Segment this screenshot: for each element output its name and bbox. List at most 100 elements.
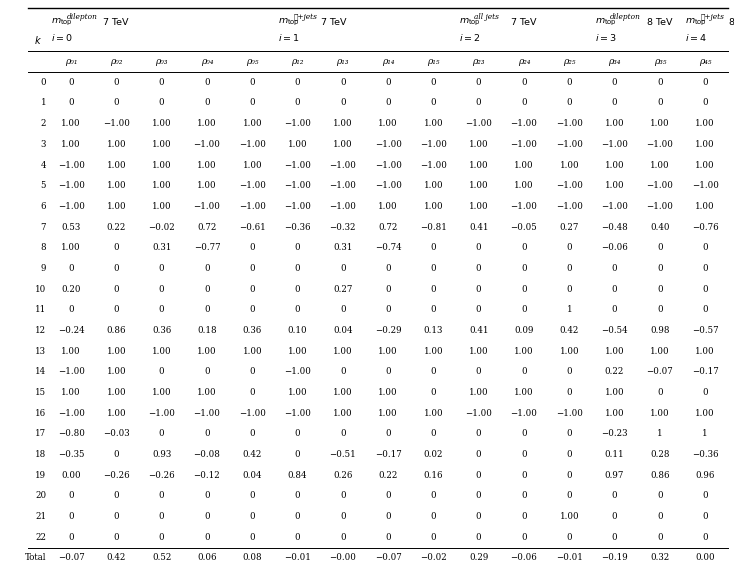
Text: 1.00: 1.00 xyxy=(650,409,669,418)
Text: 0: 0 xyxy=(431,243,436,252)
Text: −0.03: −0.03 xyxy=(103,429,130,438)
Text: 1.00: 1.00 xyxy=(378,409,398,418)
Text: −1.00: −1.00 xyxy=(420,161,447,170)
Text: 0: 0 xyxy=(250,243,255,252)
Text: 1.00: 1.00 xyxy=(106,368,126,377)
Text: 0: 0 xyxy=(114,512,119,521)
Text: 0: 0 xyxy=(657,98,663,107)
Text: 0.96: 0.96 xyxy=(695,471,715,480)
Text: 0: 0 xyxy=(521,243,527,252)
Text: 0.31: 0.31 xyxy=(152,243,171,252)
Text: 0.22: 0.22 xyxy=(379,471,398,480)
Text: 20: 20 xyxy=(35,491,46,500)
Text: 1.00: 1.00 xyxy=(469,181,489,190)
Text: −1.00: −1.00 xyxy=(103,119,130,128)
Text: 0: 0 xyxy=(250,98,255,107)
Text: 0: 0 xyxy=(68,98,74,107)
Text: 0: 0 xyxy=(431,491,436,500)
Text: 0: 0 xyxy=(159,491,164,500)
Text: −0.06: −0.06 xyxy=(601,243,628,252)
Text: 0.98: 0.98 xyxy=(650,326,669,335)
Text: 0: 0 xyxy=(431,388,436,397)
Text: 0: 0 xyxy=(657,533,663,542)
Text: 0: 0 xyxy=(68,264,74,273)
Text: 0.04: 0.04 xyxy=(333,326,352,335)
Text: 0.86: 0.86 xyxy=(650,471,669,480)
Text: 8 TeV: 8 TeV xyxy=(647,18,672,28)
Text: 0: 0 xyxy=(521,264,527,273)
Text: 0: 0 xyxy=(295,491,300,500)
Text: −0.29: −0.29 xyxy=(375,326,401,335)
Text: ρ₀₃: ρ₀₃ xyxy=(156,57,168,66)
Text: 0: 0 xyxy=(385,429,391,438)
Text: 0.42: 0.42 xyxy=(559,326,579,335)
Text: 0: 0 xyxy=(204,264,210,273)
Text: 1.00: 1.00 xyxy=(61,119,81,128)
Text: 14: 14 xyxy=(35,368,46,377)
Text: 1.00: 1.00 xyxy=(152,119,172,128)
Text: −1.00: −1.00 xyxy=(148,409,175,418)
Text: 1.00: 1.00 xyxy=(242,347,262,356)
Text: 0: 0 xyxy=(114,533,119,542)
Text: 1.00: 1.00 xyxy=(559,512,579,521)
Text: 0: 0 xyxy=(114,264,119,273)
Text: 1.00: 1.00 xyxy=(152,181,172,190)
Text: −1.00: −1.00 xyxy=(58,368,84,377)
Text: 0: 0 xyxy=(68,512,74,521)
Text: ρ₂₃: ρ₂₃ xyxy=(473,57,485,66)
Text: 0: 0 xyxy=(114,284,119,293)
Text: 0: 0 xyxy=(702,491,708,500)
Text: 13: 13 xyxy=(35,347,46,356)
Text: 1.00: 1.00 xyxy=(695,409,715,418)
Text: −1.00: −1.00 xyxy=(284,119,311,128)
Text: 1.00: 1.00 xyxy=(61,243,81,252)
Text: 0.27: 0.27 xyxy=(333,284,352,293)
Text: 1.00: 1.00 xyxy=(695,119,715,128)
Text: 1.00: 1.00 xyxy=(106,181,126,190)
Text: 0: 0 xyxy=(657,512,663,521)
Text: 19: 19 xyxy=(35,471,46,480)
Text: 0.72: 0.72 xyxy=(197,223,217,232)
Text: −1.00: −1.00 xyxy=(374,161,401,170)
Text: 8 TeV: 8 TeV xyxy=(729,18,734,28)
Text: −1.00: −1.00 xyxy=(556,181,583,190)
Text: −1.00: −1.00 xyxy=(284,409,311,418)
Text: 0: 0 xyxy=(431,264,436,273)
Text: 1.00: 1.00 xyxy=(288,388,308,397)
Text: 0: 0 xyxy=(114,305,119,314)
Text: 0: 0 xyxy=(204,98,210,107)
Text: 0: 0 xyxy=(611,533,617,542)
Text: 0: 0 xyxy=(40,78,46,87)
Text: 0: 0 xyxy=(114,98,119,107)
Text: −0.77: −0.77 xyxy=(194,243,220,252)
Text: 0: 0 xyxy=(611,284,617,293)
Text: 0: 0 xyxy=(340,533,346,542)
Text: 0: 0 xyxy=(702,388,708,397)
Text: 1: 1 xyxy=(657,429,663,438)
Text: 0: 0 xyxy=(702,78,708,87)
Text: −1.00: −1.00 xyxy=(511,202,537,211)
Text: −0.17: −0.17 xyxy=(375,450,401,459)
Text: 1.00: 1.00 xyxy=(378,202,398,211)
Text: 0: 0 xyxy=(340,264,346,273)
Text: 0: 0 xyxy=(657,243,663,252)
Text: −0.51: −0.51 xyxy=(330,450,356,459)
Text: $m_{\rm top}$: $m_{\rm top}$ xyxy=(686,17,708,28)
Text: −1.00: −1.00 xyxy=(58,181,84,190)
Text: 0: 0 xyxy=(295,98,300,107)
Text: 1.00: 1.00 xyxy=(197,181,217,190)
Text: −1.00: −1.00 xyxy=(58,202,84,211)
Text: 0: 0 xyxy=(521,512,527,521)
Text: 1.00: 1.00 xyxy=(106,409,126,418)
Text: 0: 0 xyxy=(204,429,210,438)
Text: ρ₁₂: ρ₁₂ xyxy=(291,57,304,66)
Text: 1.00: 1.00 xyxy=(514,161,534,170)
Text: 0: 0 xyxy=(295,264,300,273)
Text: 0.52: 0.52 xyxy=(152,554,171,562)
Text: 1.00: 1.00 xyxy=(650,347,669,356)
Text: 0: 0 xyxy=(68,533,74,542)
Text: 0: 0 xyxy=(68,78,74,87)
Text: −1.00: −1.00 xyxy=(284,181,311,190)
Text: 0: 0 xyxy=(340,491,346,500)
Text: 1.00: 1.00 xyxy=(106,347,126,356)
